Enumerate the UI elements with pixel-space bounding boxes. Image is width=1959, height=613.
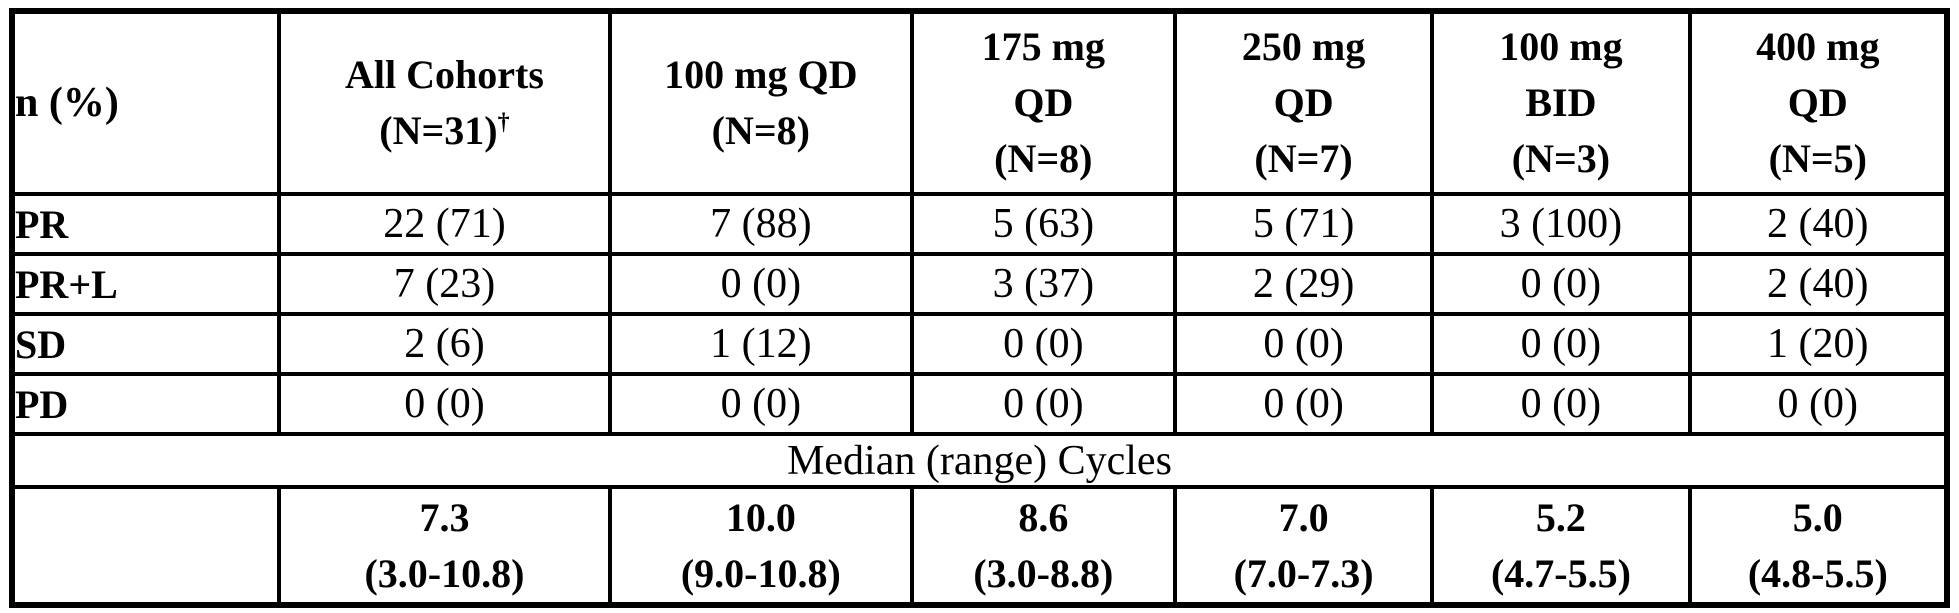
table-row-sd: SD 2 (6) 1 (12) 0 (0) 0 (0) 0 (0) 1 (20)	[9, 312, 1950, 376]
median-section-row: Median (range) Cycles	[10, 432, 1949, 489]
median-value: 10.0	[725, 494, 796, 540]
header-cell-400mg-qd: 400 mg QD (N=5)	[1687, 9, 1950, 196]
median-range: (4.8-5.5)	[1747, 550, 1888, 596]
median-cell: 7.3 (3.0-10.8)	[277, 485, 612, 607]
header-line: (N=5)	[1768, 136, 1867, 181]
data-cell: 5 (63)	[909, 192, 1177, 256]
row-label: PD	[9, 372, 282, 436]
median-cell: 10.0 (9.0-10.8)	[607, 485, 914, 607]
table-row-pd: PD 0 (0) 0 (0) 0 (0) 0 (0) 0 (0) 0 (0)	[9, 372, 1950, 436]
header-line: QD	[1787, 80, 1848, 125]
data-cell: 2 (6)	[277, 312, 612, 376]
median-cell: 8.6 (3.0-8.8)	[909, 485, 1177, 607]
data-cell: 2 (40)	[1687, 252, 1950, 316]
table-row-pr-l: PR+L 7 (23) 0 (0) 3 (37) 2 (29) 0 (0) 2 …	[9, 252, 1950, 316]
data-cell: 0 (0)	[909, 312, 1177, 376]
header-line: QD	[1273, 80, 1334, 125]
data-cell: 7 (23)	[277, 252, 612, 316]
row-label: PR+L	[9, 252, 282, 316]
data-cell: 1 (12)	[607, 312, 914, 376]
header-n-value: (N=31)	[379, 108, 498, 153]
header-line: (N=7)	[1254, 136, 1353, 181]
header-line: 100 mg	[1499, 24, 1623, 69]
data-cell: 0 (0)	[277, 372, 612, 436]
data-cell: 0 (0)	[1172, 312, 1435, 376]
data-cell: 2 (40)	[1687, 192, 1950, 256]
median-range: (4.7-5.5)	[1490, 550, 1631, 596]
corner-header-label: n (%)	[15, 80, 119, 126]
header-cell-all-cohorts: All Cohorts (N=31)†	[277, 9, 612, 196]
median-cell: 7.0 (7.0-7.3)	[1172, 485, 1435, 607]
data-cell: 0 (0)	[1430, 372, 1692, 436]
header-row: n (%) All Cohorts (N=31)† 100 mg QD (N=8…	[9, 9, 1950, 196]
header-cell-100mg-qd: 100 mg QD (N=8)	[607, 9, 914, 196]
median-value: 7.0	[1278, 494, 1329, 540]
data-cell: 22 (71)	[277, 192, 612, 256]
median-value: 7.3	[419, 494, 470, 540]
dagger-superscript: †	[497, 109, 510, 136]
header-line: All Cohorts	[345, 52, 544, 97]
median-range: (3.0-8.8)	[973, 550, 1114, 596]
header-line: (N=3)	[1511, 136, 1611, 181]
data-cell: 0 (0)	[607, 372, 914, 436]
corner-header-cell: n (%)	[9, 9, 282, 196]
header-cell-250mg-qd: 250 mg QD (N=7)	[1172, 9, 1435, 196]
data-cell: 0 (0)	[1687, 372, 1950, 436]
data-cell: 0 (0)	[1430, 312, 1692, 376]
header-line: 100 mg QD	[664, 52, 858, 97]
data-cell: 2 (29)	[1172, 252, 1435, 316]
header-line: BID	[1525, 80, 1597, 125]
data-cell: 7 (88)	[607, 192, 914, 256]
cohort-response-table: n (%) All Cohorts (N=31)† 100 mg QD (N=8…	[9, 8, 1950, 608]
header-line: 400 mg	[1756, 24, 1880, 69]
header-line: (N=8)	[994, 136, 1093, 181]
data-cell: 5 (71)	[1172, 192, 1435, 256]
header-cell-175mg-qd: 175 mg QD (N=8)	[909, 9, 1177, 196]
table-row-pr: PR 22 (71) 7 (88) 5 (63) 5 (71) 3 (100) …	[9, 192, 1950, 256]
empty-row-label-cell	[9, 485, 282, 607]
header-line: 250 mg	[1241, 24, 1366, 69]
median-section-label: Median (range) Cycles	[10, 432, 1949, 489]
data-cell: 0 (0)	[607, 252, 914, 316]
data-cell: 0 (0)	[1172, 372, 1435, 436]
median-range: (7.0-7.3)	[1233, 550, 1374, 596]
median-range: (3.0-10.8)	[364, 550, 525, 596]
median-value: 5.0	[1792, 494, 1843, 540]
median-values-row: 7.3 (3.0-10.8) 10.0 (9.0-10.8) 8.6 (3.0-…	[9, 485, 1950, 607]
median-cell: 5.2 (4.7-5.5)	[1430, 485, 1692, 607]
median-value: 8.6	[1018, 494, 1069, 540]
header-line: (N=31)†	[283, 103, 606, 159]
row-label: PR	[9, 192, 282, 256]
data-cell: 3 (100)	[1430, 192, 1692, 256]
data-cell: 3 (37)	[909, 252, 1177, 316]
median-cell: 5.0 (4.8-5.5)	[1687, 485, 1950, 607]
header-line: (N=8)	[711, 108, 810, 153]
median-value: 5.2	[1535, 494, 1586, 540]
header-line: QD	[1013, 80, 1074, 125]
header-cell-100mg-bid: 100 mg BID (N=3)	[1430, 9, 1692, 196]
median-range: (9.0-10.8)	[680, 550, 841, 596]
data-cell: 0 (0)	[1430, 252, 1692, 316]
header-line: 175 mg	[981, 24, 1105, 69]
row-label: SD	[9, 312, 282, 376]
data-cell: 1 (20)	[1687, 312, 1950, 376]
data-cell: 0 (0)	[909, 372, 1177, 436]
